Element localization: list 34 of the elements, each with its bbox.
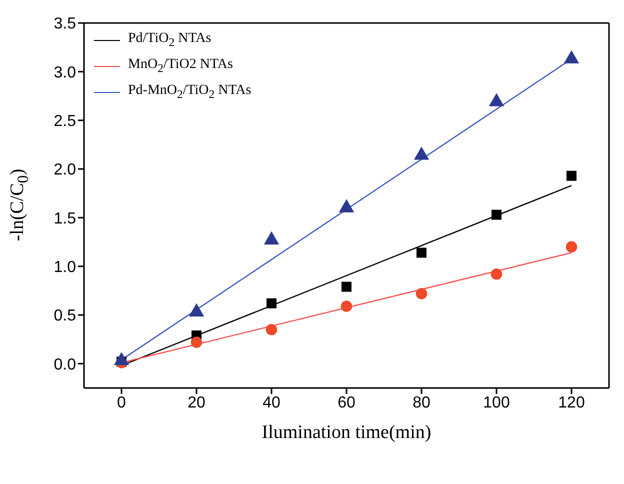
y-tick-label: 3.0 [54, 64, 76, 82]
y-tick-label: 0.0 [54, 356, 76, 374]
x-tick-label: 20 [188, 394, 206, 412]
x-tick-label: 0 [117, 394, 126, 412]
point [190, 336, 202, 348]
y-tick-label: 0.5 [54, 308, 76, 325]
point [492, 210, 502, 220]
point [566, 170, 576, 181]
point [416, 248, 426, 258]
point [266, 324, 278, 336]
x-tick-label: 60 [338, 394, 356, 412]
legend-label: Pd-MnO$_{2}$/TiO$_{2}$ NTAs [128, 82, 252, 102]
point [414, 146, 430, 160]
point [342, 282, 352, 292]
x-tick-label: 100 [483, 394, 510, 412]
y-tick-label: 1.0 [54, 259, 76, 276]
point [416, 288, 428, 300]
point [338, 199, 354, 212]
y-tick-label: 3.5 [54, 16, 76, 33]
y-tick-label: 2.0 [54, 162, 76, 179]
x-tick-label: 80 [412, 394, 430, 412]
x-axis-title: Ilumination time(min) [262, 422, 432, 443]
point [490, 268, 502, 280]
point [566, 241, 578, 252]
y-tick-label: 2.5 [54, 113, 76, 130]
point [340, 300, 352, 312]
point [488, 93, 504, 106]
y-tick-label: 1.5 [54, 210, 76, 228]
x-tick-label: 120 [558, 394, 585, 412]
legend-label: MnO$_{2}$/TiO2 NTAs [128, 56, 233, 77]
x-tick-label: 40 [262, 394, 280, 412]
legend-label: Pd/TiO$_{2}$ NTAs [128, 30, 212, 51]
point [564, 50, 580, 64]
point [266, 298, 276, 308]
